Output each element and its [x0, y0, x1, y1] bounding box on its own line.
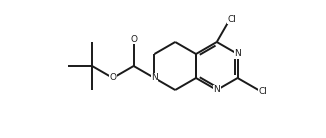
- Text: Cl: Cl: [227, 15, 236, 24]
- Text: O: O: [109, 74, 116, 83]
- Text: N: N: [151, 74, 158, 83]
- Text: Cl: Cl: [258, 87, 267, 95]
- Text: N: N: [234, 50, 241, 59]
- Text: N: N: [214, 86, 220, 95]
- Text: O: O: [130, 34, 137, 43]
